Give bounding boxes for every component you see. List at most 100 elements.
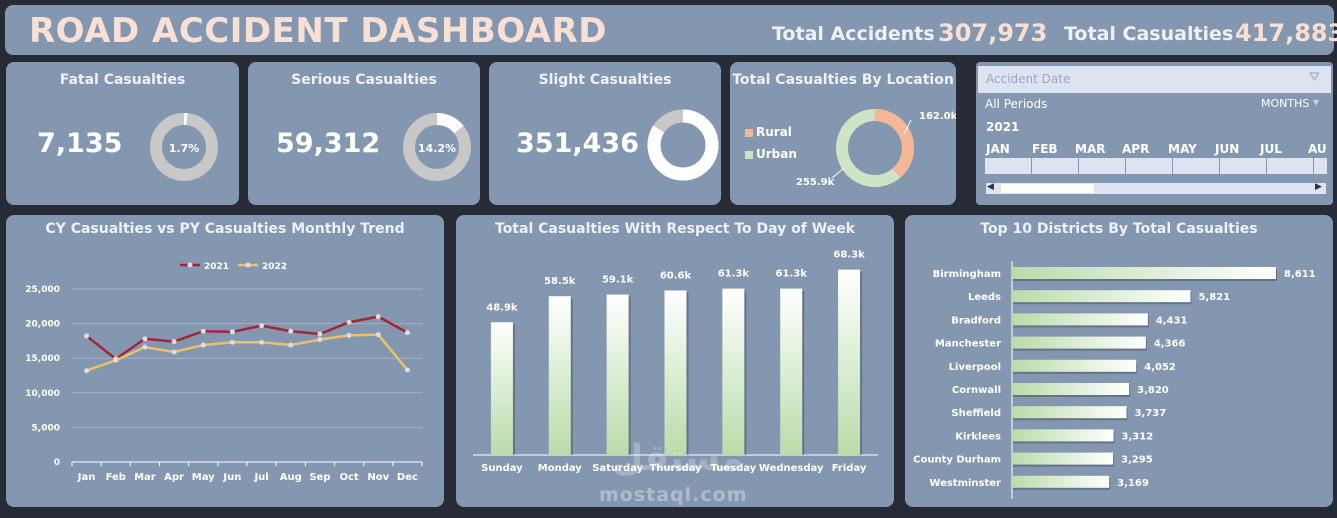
hbar-manchester [1012,336,1146,349]
month-apr[interactable]: APR [1122,142,1150,156]
scroll-left-icon[interactable]: ◀ [987,182,994,192]
trend-card: CY Casualties vs PY Casualties Monthly T… [6,215,444,507]
bar-value-label: 61.3k [776,269,808,280]
point-2021 [346,319,352,325]
point-2022 [259,339,265,345]
slicer-year: 2021 [986,120,1020,134]
serious-pct-label: 14.2% [418,142,456,155]
serious-value: 59,312 [276,128,381,159]
trend-title: CY Casualties vs PY Casualties Monthly T… [45,221,405,237]
bar-category-label: Monday [538,463,583,474]
legend-marker-2022 [245,262,251,268]
series-line-2021 [85,315,409,361]
point-2022 [346,332,352,338]
bar-tuesday [722,288,745,455]
month-jun[interactable]: JUN [1215,142,1240,156]
rural-leader [903,119,912,135]
series-line-2022 [86,333,409,372]
point-2022 [229,339,235,345]
month-may[interactable]: MAY [1168,142,1197,156]
month-aug[interactable]: AU [1308,142,1327,156]
fatal-value: 7,135 [37,128,123,159]
x-tick-label: Jan [77,472,96,483]
point-2022 [317,337,323,343]
location-card: Total Casualties By Location Rural Urban… [730,62,956,205]
hbar-category-label: County Durham [913,455,1001,466]
bar-category-label: Friday [832,463,867,474]
bar-value-label: 60.6k [660,271,692,282]
level-dropdown-icon[interactable]: ▼ [1313,98,1320,107]
bar-sunday [490,322,513,455]
legend-marker-2021 [187,262,193,268]
bar-value-label: 68.3k [833,250,865,261]
x-tick-label: Mar [134,472,156,483]
clear-filter-icon[interactable]: ⛛ [1309,70,1320,85]
hbar-category-label: Cornwall [952,385,1001,396]
hbar-value-label: 8,611 [1284,269,1316,280]
point-2022 [142,344,148,350]
month-jan[interactable]: JAN [986,142,1010,156]
month-jul[interactable]: JUL [1260,142,1282,156]
hbar-value-label: 3,169 [1117,478,1149,489]
hbar-birmingham [1012,267,1276,279]
y-tick-label: 10,000 [25,389,60,399]
fatal-pct-label: 1.7% [169,142,200,155]
timeline-band[interactable] [985,158,1327,174]
slight-value: 351,436 [516,128,639,159]
dow-chart: 48.9k Sunday 58.5k Monday 59.1k Saturday 60.6k… [473,250,878,474]
point-2021 [229,329,235,335]
point-2022 [171,349,177,355]
hbar-value-label: 4,431 [1156,315,1188,326]
point-2021 [200,328,206,334]
x-tick-label: Apr [164,472,184,483]
slight-title: Slight Casualties [538,72,672,88]
scroll-right-icon[interactable]: ▶ [1315,182,1322,192]
fatal-donut-arc [150,113,218,181]
slicer-period[interactable]: All Periods [985,97,1048,111]
hbar-value-label: 5,821 [1198,292,1230,303]
point-2022 [84,368,90,374]
x-tick-label: Jun [222,472,241,483]
month-feb[interactable]: FEB [1032,142,1058,156]
serious-donut-arc [403,113,471,181]
bar-value-label: 61.3k [718,269,750,280]
hbar-value-label: 3,820 [1137,385,1169,396]
fatal-card: Fatal Casualties 7,135 1.7% [6,62,239,205]
bar-wednesday [780,288,803,455]
x-tick-label: Sep [309,472,330,483]
hbar-category-label: Bradford [951,315,1001,326]
bar-value-label: 48.9k [486,302,518,313]
hbar-category-label: Sheffield [951,408,1001,419]
location-donut: 162.0k 255.9k [796,109,956,188]
hbar-category-label: Birmingham [933,269,1001,280]
dow-title: Total Casualties With Respect To Day of … [495,221,855,237]
slicer-header-label: Accident Date [986,72,1071,86]
bar-monday [548,296,571,455]
serious-card: Serious Casualties 59,312 14.2% [248,62,480,205]
point-2022 [288,342,294,348]
hbar-value-label: 3,295 [1121,455,1153,466]
fatal-donut: 1.7% [150,113,218,181]
month-mar[interactable]: MAR [1075,142,1106,156]
x-tick-label: Dec [397,472,418,483]
hbar-westminster [1012,475,1110,488]
bar-category-label: Thursday [649,463,702,474]
hbar-category-label: Leeds [968,292,1001,303]
slight-card: Slight Casualties 351,436 84.1% [489,62,721,205]
fatal-title: Fatal Casualties [59,72,186,88]
scroll-thumb[interactable] [1001,184,1094,193]
hbar-sheffield [1012,406,1127,419]
location-title: Total Casualties By Location [732,72,954,88]
total-casualties-value: 417,883 [1235,19,1337,47]
x-tick-label: Jul [253,472,268,483]
x-tick-label: Nov [367,472,389,483]
y-tick-label: 15,000 [25,354,60,364]
hbar-value-label: 3,312 [1122,431,1154,442]
slight-donut-arc [647,109,719,181]
point-2021 [404,330,410,336]
slicer-level[interactable]: MONTHS [1261,97,1310,110]
rural-value-label: 162.0k [919,111,956,122]
urban-legend-label: Urban [756,147,797,161]
bar-category-label: Sunday [481,463,523,474]
bar-category-label: Tuesday [711,463,757,474]
